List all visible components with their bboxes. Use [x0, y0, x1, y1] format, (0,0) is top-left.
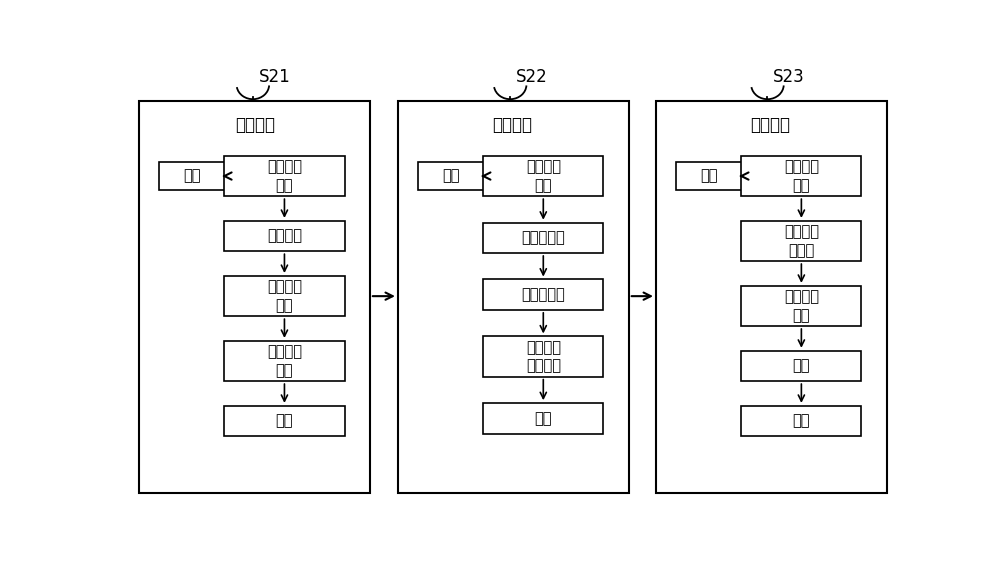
- Bar: [139, 101, 370, 494]
- Text: 关闭: 关闭: [793, 359, 810, 374]
- Text: 开始: 开始: [700, 169, 718, 183]
- Text: 结束: 结束: [535, 411, 552, 426]
- Text: 拦截新请求: 拦截新请求: [521, 288, 565, 302]
- Text: 注册回调
线程: 注册回调 线程: [267, 279, 302, 313]
- Bar: [418, 162, 484, 190]
- Bar: [224, 156, 345, 196]
- Bar: [676, 162, 742, 190]
- Text: 获取回调
线程: 获取回调 线程: [784, 159, 819, 193]
- Text: 拒绝阶段: 拒绝阶段: [492, 115, 532, 133]
- Text: 执行所有
线程: 执行所有 线程: [784, 289, 819, 323]
- Bar: [224, 221, 345, 251]
- Text: 关闭阶段: 关闭阶段: [750, 115, 790, 133]
- Bar: [224, 276, 345, 316]
- Text: 拒绝或转
发新请求: 拒绝或转 发新请求: [526, 340, 561, 373]
- Bar: [741, 156, 861, 196]
- Text: 开始: 开始: [442, 169, 460, 183]
- Text: 定义业务
逻辑: 定义业务 逻辑: [267, 159, 302, 193]
- Bar: [741, 406, 861, 436]
- Bar: [741, 351, 861, 381]
- Bar: [224, 406, 345, 436]
- Text: 收到关闭
请求: 收到关闭 请求: [526, 159, 561, 193]
- Text: 启用过滤器: 启用过滤器: [521, 230, 565, 246]
- Text: 开始: 开始: [183, 169, 201, 183]
- Text: 结束: 结束: [793, 414, 810, 428]
- Bar: [741, 221, 861, 261]
- Bar: [483, 336, 603, 377]
- Text: 结束: 结束: [276, 414, 293, 428]
- Bar: [483, 156, 603, 196]
- Bar: [398, 101, 629, 494]
- Bar: [656, 101, 887, 494]
- Bar: [483, 403, 603, 434]
- Text: 新建线程: 新建线程: [267, 229, 302, 243]
- Bar: [741, 286, 861, 326]
- Text: 注册阶段: 注册阶段: [235, 115, 275, 133]
- Text: S22: S22: [516, 68, 548, 86]
- Bar: [483, 223, 603, 253]
- Text: S21: S21: [259, 68, 290, 86]
- Text: 过滤未启
动线程: 过滤未启 动线程: [784, 224, 819, 258]
- Text: 存储回调
线程: 存储回调 线程: [267, 344, 302, 378]
- Bar: [224, 341, 345, 381]
- Bar: [159, 162, 225, 190]
- Bar: [483, 279, 603, 310]
- Text: S23: S23: [773, 68, 805, 86]
